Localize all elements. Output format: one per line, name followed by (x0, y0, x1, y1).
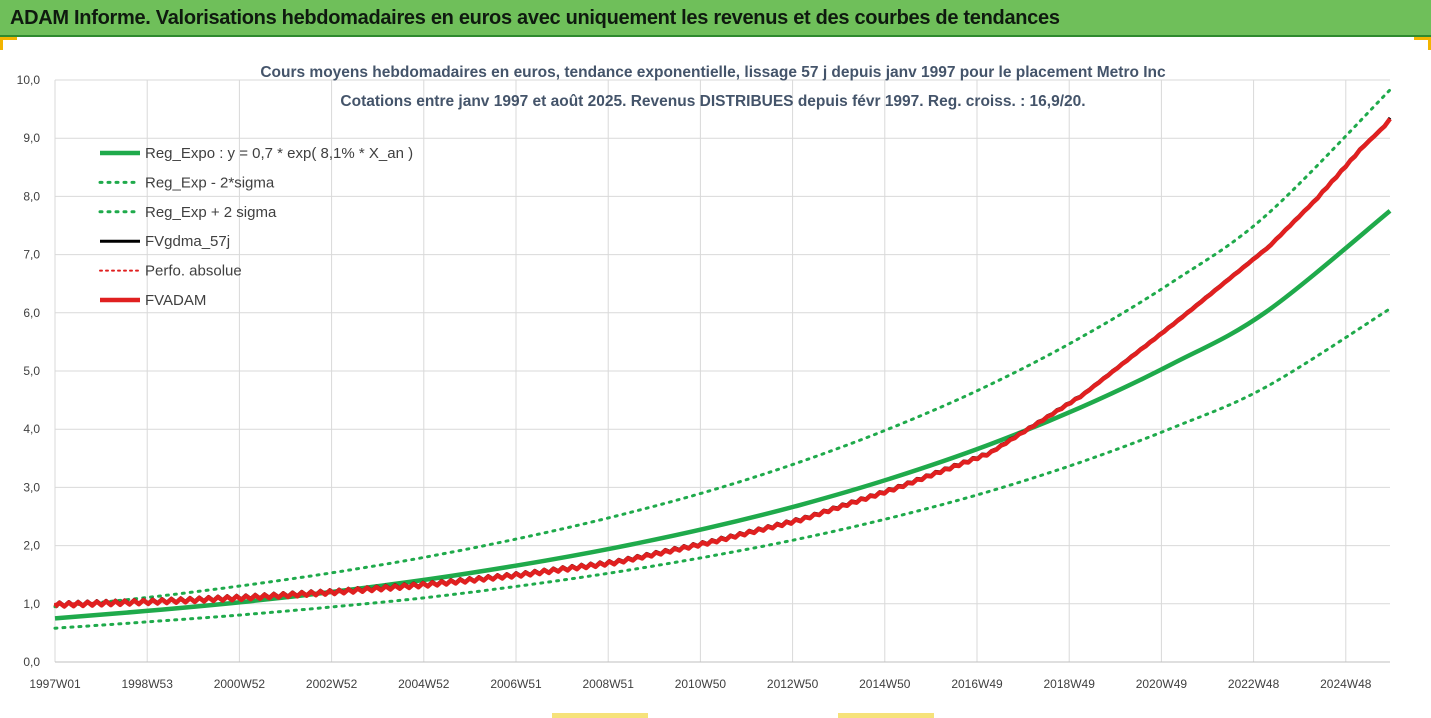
corner-accent-right (1414, 37, 1431, 50)
x-tick-label: 1998W53 (122, 677, 174, 691)
x-tick-label: 2018W49 (1044, 677, 1096, 691)
y-tick-label: 8,0 (23, 189, 40, 203)
series-lines (53, 88, 1392, 630)
legend-label-reg-exp-minus: Reg_Exp - 2*sigma (145, 174, 275, 191)
y-tick-label: 2,0 (23, 539, 40, 553)
series-line-reg-exp-minus (53, 307, 1392, 630)
y-tick-label: 7,0 (23, 248, 40, 262)
tick-labels: 0,0 1,0 2,0 3,0 4,0 5,0 6,0 7,0 8,0 9,0 10,0 1997W0… (17, 73, 1372, 691)
chart-title: Cours moyens hebdomadaires en euros, ten… (260, 64, 1166, 81)
x-tick-label: 1997W01 (29, 677, 81, 691)
x-tick-label: 2020W49 (1136, 677, 1188, 691)
valuation-chart: 0,0 1,0 2,0 3,0 4,0 5,0 6,0 7,0 8,0 9,0 10,0 1997W0… (17, 64, 1392, 691)
x-tick-label: 2024W48 (1320, 677, 1372, 691)
y-tick-label: 0,0 (23, 655, 40, 669)
y-tick-label: 3,0 (23, 480, 40, 494)
x-tick-label: 2014W50 (859, 677, 911, 691)
legend-label-perfo: Perfo. absolue (145, 263, 242, 280)
series-line-perfo (54, 601, 103, 605)
x-tick-label: 2022W48 (1228, 677, 1280, 691)
series-line-fvadam (53, 117, 1392, 609)
x-tick-label: 2008W51 (583, 677, 635, 691)
x-tick-label: 2010W50 (675, 677, 727, 691)
series-line-reg-expo (54, 209, 1392, 621)
legend-label-fvadam: FVADAM (145, 292, 206, 309)
report-banner: ADAM Informe. Valorisations hebdomadaire… (0, 0, 1431, 37)
x-tick-label: 2004W52 (398, 677, 450, 691)
bottom-accent-left (552, 713, 648, 718)
y-tick-label: 9,0 (23, 131, 40, 145)
x-tick-label: 2006W51 (490, 677, 542, 691)
y-tick-label: 1,0 (23, 597, 40, 611)
x-tick-label: 2000W52 (214, 677, 266, 691)
corner-accent-left (0, 37, 17, 50)
chart-subtitle: Cotations entre janv 1997 et août 2025. … (340, 93, 1085, 110)
series-line-reg-exp-plus (53, 88, 1392, 609)
y-tick-label: 4,0 (23, 422, 40, 436)
legend-label-reg-exp-plus: Reg_Exp + 2 sigma (145, 204, 277, 221)
legend-label-fvgdma: FVgdma_57j (145, 233, 230, 250)
y-tick-label: 6,0 (23, 306, 40, 320)
x-tick-label: 2016W49 (951, 677, 1003, 691)
y-tick-label: 5,0 (23, 364, 40, 378)
x-tick-label: 2002W52 (306, 677, 358, 691)
legend-label-reg-expo: Reg_Expo : y = 0,7 * exp( 8,1% * X_an ) (145, 145, 413, 162)
y-tick-label: 10,0 (17, 73, 41, 87)
x-tick-label: 2012W50 (767, 677, 819, 691)
report-title: ADAM Informe. Valorisations hebdomadaire… (10, 7, 1060, 29)
chart-legend: Reg_Expo : y = 0,7 * exp( 8,1% * X_an ) R… (98, 145, 413, 309)
bottom-accent-right (838, 713, 934, 718)
gridlines (54, 79, 1390, 662)
